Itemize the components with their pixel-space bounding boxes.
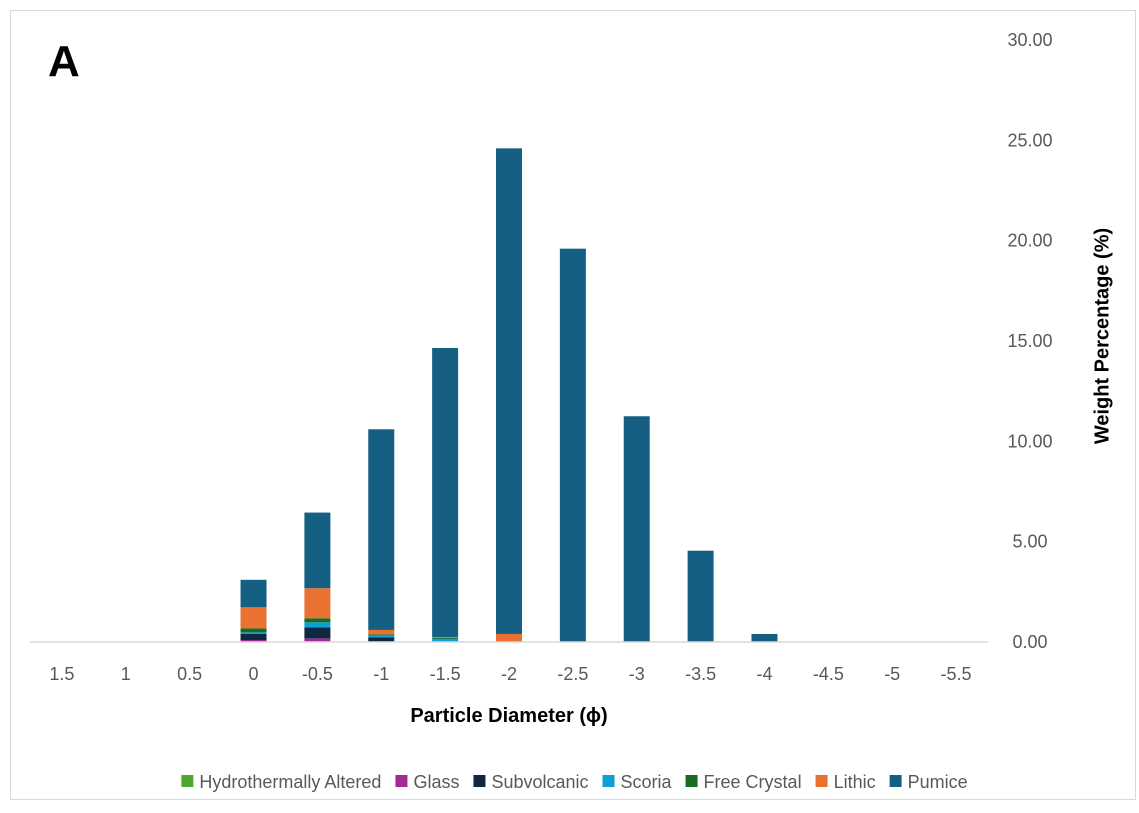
x-tick-label: -5.5 <box>941 664 972 684</box>
legend-swatch-subvolcanic <box>473 775 486 787</box>
bar-free-crystal-6 <box>432 637 459 639</box>
y-axis-title: Weight Percentage (%) <box>1091 228 1113 444</box>
bar-lithic-3 <box>240 607 267 629</box>
x-tick-label: 0 <box>249 664 259 684</box>
y-tick-labels: 0.00 5.00 10.00 15.00 20.00 25.00 30.00 <box>1007 30 1052 652</box>
bar-pumice-3 <box>240 579 267 608</box>
x-tick-label: 1 <box>121 664 131 684</box>
x-tick-label: -3 <box>629 664 645 684</box>
legend-label-scoria: Scoria <box>621 772 673 792</box>
bar-scoria-3 <box>240 632 267 634</box>
legend-label-free-crystal: Free Crystal <box>704 772 802 792</box>
x-tick-label: 1.5 <box>49 664 74 684</box>
bar-lithic-5 <box>368 629 395 635</box>
legend: Hydrothermally Altered Glass Subvolcanic Sc… <box>181 772 968 792</box>
bar-scoria-5 <box>368 635 395 638</box>
legend-label-lithic: Lithic <box>834 772 876 792</box>
bar-free-crystal-4 <box>304 618 331 623</box>
x-tick-label: -5 <box>884 664 900 684</box>
x-tick-label: -1 <box>373 664 389 684</box>
legend-label-hydrothermally-altered: Hydrothermally Altered <box>199 772 381 792</box>
bar-pumice-5 <box>368 429 395 630</box>
x-tick-label: -4.5 <box>813 664 844 684</box>
y-tick-label: 20.00 <box>1007 231 1052 251</box>
bar-pumice-9 <box>623 416 650 642</box>
bar-subvolcanic-4 <box>304 627 331 639</box>
bar-pumice-11 <box>751 633 778 642</box>
bar-free-crystal-5 <box>368 634 395 636</box>
y-tick-label: 25.00 <box>1007 130 1052 150</box>
y-tick-label: 0.00 <box>1012 632 1047 652</box>
x-tick-label: -1.5 <box>430 664 461 684</box>
bar-pumice-10 <box>687 550 714 642</box>
bar-glass-3 <box>240 639 267 642</box>
bar-scoria-4 <box>304 622 331 628</box>
x-tick-label: -2.5 <box>557 664 588 684</box>
bar-lithic-7 <box>496 633 522 642</box>
bar-subvolcanic-5 <box>368 637 395 642</box>
x-tick-label: -4 <box>756 664 772 684</box>
bar-scoria-6 <box>432 638 459 642</box>
y-tick-label: 30.00 <box>1007 30 1052 50</box>
x-tick-label: 0.5 <box>177 664 202 684</box>
bar-pumice-6 <box>432 348 459 637</box>
legend-label-pumice: Pumice <box>908 772 968 792</box>
legend-swatch-lithic <box>815 775 828 787</box>
y-tick-label: 15.00 <box>1007 331 1052 351</box>
y-tick-label: 10.00 <box>1007 431 1052 451</box>
x-tick-label: -3.5 <box>685 664 716 684</box>
bar-lithic-4 <box>304 588 331 619</box>
legend-label-glass: Glass <box>413 772 459 792</box>
bar-pumice-7 <box>496 148 522 634</box>
y-tick-label: 5.00 <box>1012 532 1047 552</box>
legend-swatch-hydrothermally-altered <box>181 775 194 787</box>
x-tick-label: -0.5 <box>302 664 333 684</box>
legend-swatch-free-crystal <box>685 775 698 787</box>
legend-swatch-glass <box>395 775 408 787</box>
x-axis-title: Particle Diameter (ϕ) <box>410 705 607 727</box>
bar-glass-4 <box>304 638 331 642</box>
x-tick-label: -2 <box>501 664 517 684</box>
bar-free-crystal-3 <box>240 628 267 633</box>
bar-lithic-6 <box>432 636 459 638</box>
legend-label-subvolcanic: Subvolcanic <box>491 772 588 792</box>
bars-layer <box>240 148 778 643</box>
bar-subvolcanic-3 <box>240 633 267 640</box>
legend-swatch-scoria <box>602 775 615 787</box>
bar-pumice-4 <box>304 512 331 589</box>
bar-pumice-8 <box>559 248 586 642</box>
legend-swatch-pumice <box>889 775 902 787</box>
x-tick-labels: 1.5 1 0.5 0 -0.5 -1 -1.5 -2 -2.5 -3 -3.5 -4 -4.5 -5 -5… <box>49 664 971 684</box>
panel-label: A <box>48 37 80 86</box>
